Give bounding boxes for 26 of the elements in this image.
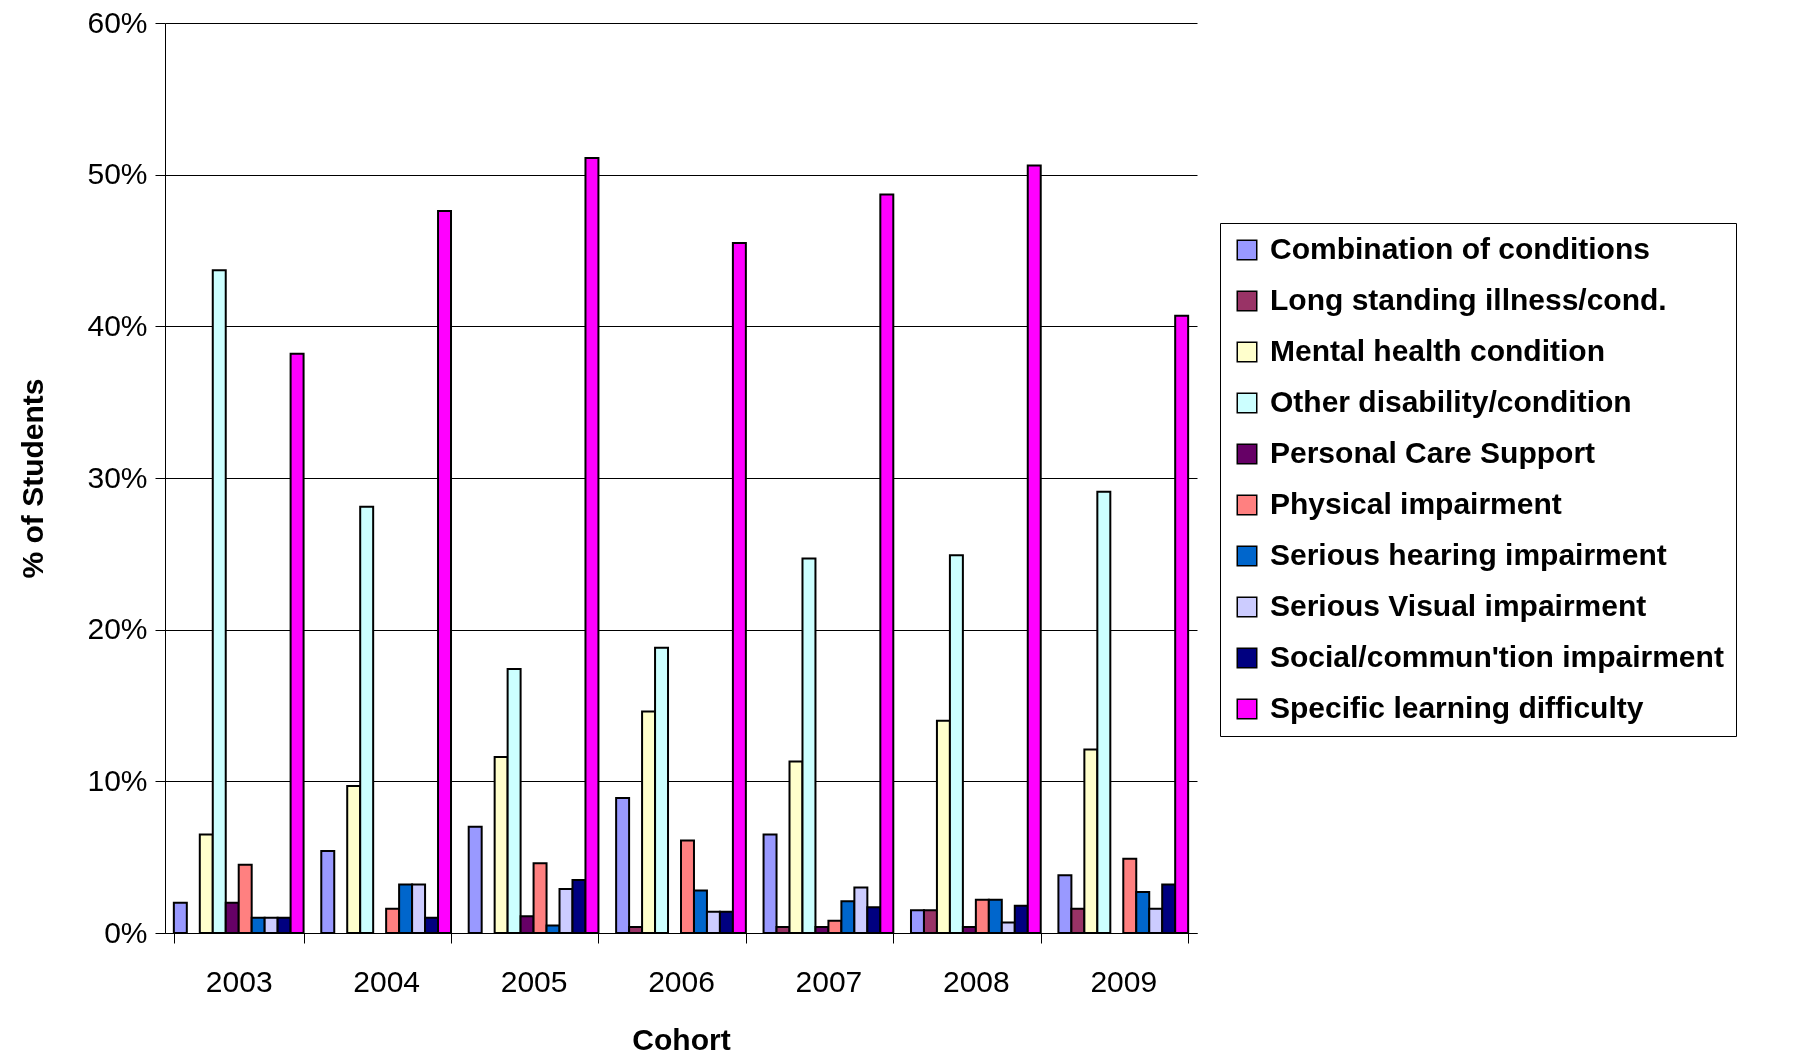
y-tick-label: 20% bbox=[87, 612, 148, 646]
y-tick-label: 0% bbox=[104, 915, 148, 949]
legend-label: Physical impairment bbox=[1270, 487, 1562, 520]
x-tick-label: 2007 bbox=[795, 964, 863, 998]
legend-label: Long standing illness/cond. bbox=[1270, 283, 1667, 316]
legend-label: Combination of conditions bbox=[1270, 232, 1650, 265]
legend-label: Serious hearing impairment bbox=[1270, 538, 1667, 571]
legend-label: Other disability/condition bbox=[1270, 385, 1632, 418]
y-tick-label: 10% bbox=[87, 763, 148, 797]
y-tick-label: 50% bbox=[87, 157, 148, 191]
x-tick-label: 2004 bbox=[353, 964, 421, 998]
x-tick-label: 2008 bbox=[942, 964, 1010, 998]
x-tick-label: 2005 bbox=[500, 964, 568, 998]
legend-label: Specific learning difficulty bbox=[1270, 691, 1644, 724]
x-tick-label: 2006 bbox=[648, 964, 715, 998]
y-tick-label: 40% bbox=[87, 308, 148, 342]
x-tick-label: 2009 bbox=[1090, 964, 1158, 998]
legend-label: Mental health condition bbox=[1270, 334, 1605, 367]
x-tick-label: 2003 bbox=[205, 964, 273, 998]
y-axis-title: % of Students bbox=[16, 378, 50, 579]
legend-label: Social/commun'tion impairment bbox=[1270, 640, 1724, 673]
y-tick-label: 30% bbox=[87, 460, 148, 494]
y-tick-label: 60% bbox=[87, 5, 148, 39]
legend-label: Serious Visual impairment bbox=[1270, 589, 1647, 622]
x-axis-title: Cohort bbox=[632, 1022, 731, 1056]
legend-label: Personal Care Support bbox=[1270, 436, 1596, 469]
